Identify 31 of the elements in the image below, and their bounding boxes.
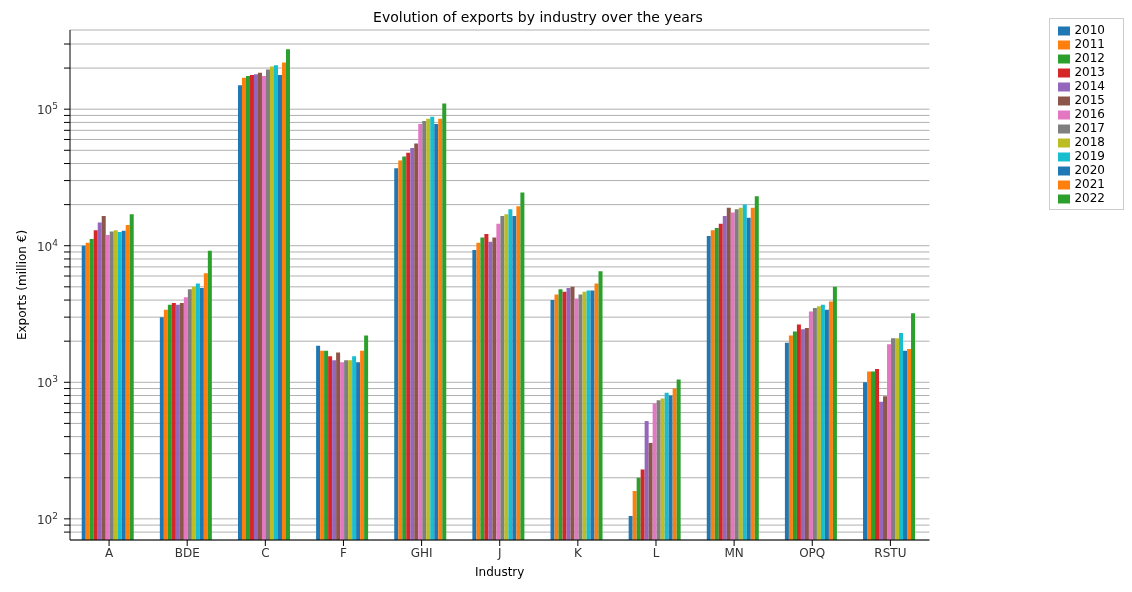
x-tick-label: BDE <box>174 545 200 560</box>
legend-label: 2016 <box>1074 107 1105 121</box>
legend-label: 2014 <box>1074 79 1105 93</box>
legend-label: 2017 <box>1074 121 1105 135</box>
x-axis-title: Industry <box>475 565 525 579</box>
legend-label: 2013 <box>1074 65 1105 79</box>
x-tick-label: K <box>573 545 583 560</box>
x-tick-label: C <box>261 545 270 560</box>
y-axis-title: Exports (million €) <box>15 229 30 341</box>
y-tick-label: 10$^{3}$ <box>36 374 58 391</box>
x-tick-label: RSTU <box>874 545 907 560</box>
x-tick-label: GHI <box>410 545 433 560</box>
legend-label: 2015 <box>1074 93 1105 107</box>
x-tick-label: MN <box>724 545 744 560</box>
legend-label: 2021 <box>1074 177 1105 191</box>
y-tick-label: 10$^{2}$ <box>36 510 58 527</box>
legend-label: 2018 <box>1074 135 1105 149</box>
chart-title: Evolution of exports by industry over the years <box>373 9 703 25</box>
legend-label: 2012 <box>1074 51 1105 65</box>
legend-label: 2020 <box>1074 163 1105 177</box>
x-tick-label: L <box>652 545 660 560</box>
y-tick-label: 10$^{5}$ <box>36 101 58 118</box>
y-tick-label: 10$^{4}$ <box>36 237 59 254</box>
x-tick-label: F <box>340 545 348 560</box>
x-tick-label: J <box>496 545 502 560</box>
x-tick-label: OPQ <box>799 545 826 560</box>
legend-label: 2011 <box>1074 37 1105 51</box>
legend-label: 2022 <box>1074 191 1105 205</box>
x-tick-label: A <box>104 545 114 560</box>
legend-label: 2010 <box>1074 23 1105 37</box>
legend-label: 2019 <box>1074 149 1105 163</box>
